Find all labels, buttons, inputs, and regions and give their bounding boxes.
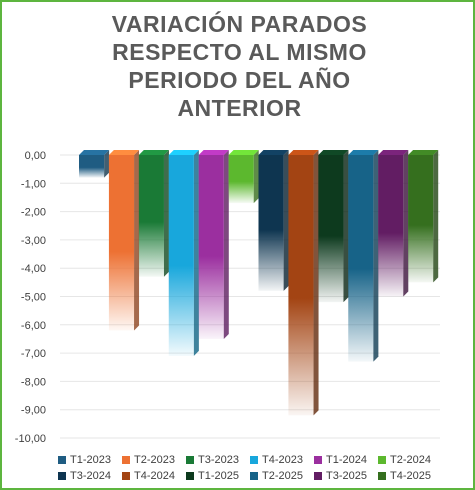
bar-top-T4-2024: [288, 150, 319, 155]
bar-top-T3-2023: [138, 150, 169, 155]
y-tick-label: -2,00: [21, 207, 46, 219]
legend-item: T1-2023: [58, 454, 122, 466]
y-tick-label: -6,00: [21, 320, 46, 332]
legend-label: T3-2023: [198, 454, 239, 466]
y-tick-label: -8,00: [21, 376, 46, 388]
legend-swatch: [122, 456, 130, 464]
bar-side-T2-2024: [253, 150, 259, 204]
legend-swatch: [314, 472, 322, 480]
bar-top-T2-2023: [108, 150, 140, 155]
legend-item: T3-2024: [58, 470, 122, 482]
legend-swatch: [58, 472, 66, 480]
bar-top-T1-2025: [318, 150, 349, 155]
bar-T4-2025: [408, 155, 434, 283]
y-tick-label: -9,00: [21, 405, 46, 417]
bar-top-T1-2023: [79, 150, 110, 155]
legend-swatch: [378, 472, 386, 480]
legend-swatch: [58, 456, 66, 464]
bar-T3-2024: [258, 155, 284, 291]
legend-item: T1-2025: [186, 470, 250, 482]
legend-label: T1-2024: [326, 454, 367, 466]
legend-label: T2-2025: [262, 470, 303, 482]
legend-label: T4-2025: [390, 470, 431, 482]
bar-top-T4-2025: [408, 150, 439, 155]
legend-label: T4-2024: [134, 470, 175, 482]
bars: [79, 150, 439, 416]
bar-T2-2024: [228, 155, 254, 204]
bar-top-T2-2025: [348, 150, 379, 155]
bar-side-T2-2023: [134, 150, 140, 331]
bar-T1-2024: [198, 155, 224, 339]
bar-side-T3-2025: [403, 150, 409, 297]
legend-label: T4-2023: [262, 454, 303, 466]
legend-swatch: [250, 472, 258, 480]
legend: T1-2023 T2-2023 T3-2023 T4-2023 T1-2024 T2-20…: [58, 452, 458, 484]
legend-item: T2-2023: [122, 454, 186, 466]
bar-side-T2-2025: [373, 150, 379, 362]
legend-label: T3-2025: [326, 470, 367, 482]
legend-label: T2-2024: [390, 454, 431, 466]
legend-swatch: [186, 472, 194, 480]
legend-label: T1-2025: [198, 470, 239, 482]
legend-swatch: [378, 456, 386, 464]
legend-row: T1-2023 T2-2023 T3-2023 T4-2023 T1-2024 T2-20…: [58, 452, 458, 468]
chart-title: VARIACIÓN PARADOS RESPECTO AL MISMO PERI…: [111, 11, 368, 121]
y-tick-label: -1,00: [21, 178, 46, 190]
bar-side-T3-2024: [283, 150, 289, 291]
legend-label: T1-2023: [70, 454, 111, 466]
bar-top-T4-2023: [168, 150, 199, 155]
bar-side-T4-2024: [313, 150, 319, 416]
bar-T1-2023: [79, 155, 105, 178]
y-tick-label: -5,00: [21, 292, 46, 304]
bar-side-T1-2024: [223, 150, 229, 339]
legend-item: T1-2024: [314, 454, 378, 466]
legend-swatch: [314, 456, 322, 464]
legend-label: T3-2024: [70, 470, 111, 482]
bar-side-T3-2023: [163, 150, 169, 277]
legend-item: T2-2025: [250, 470, 314, 482]
legend-item: T4-2024: [122, 470, 186, 482]
legend-swatch: [250, 456, 258, 464]
y-tick-label: -4,00: [21, 263, 46, 275]
bar-T4-2023: [168, 155, 194, 356]
bar-side-T4-2023: [193, 150, 199, 356]
legend-item: T3-2025: [314, 470, 378, 482]
bar-top-T3-2024: [258, 150, 289, 155]
y-tick-label: 0,00: [25, 150, 46, 162]
bar-T1-2025: [318, 155, 344, 303]
bar-side-T1-2023: [104, 150, 110, 178]
y-tick-label: -10,00: [15, 433, 46, 445]
legend-swatch: [122, 472, 130, 480]
legend-item: T4-2025: [378, 470, 442, 482]
y-tick-label: -7,00: [21, 348, 46, 360]
bar-top-T1-2024: [198, 150, 229, 155]
bar-T2-2023: [108, 155, 135, 331]
bar-T3-2025: [378, 155, 404, 297]
bar-top-T2-2024: [228, 150, 259, 155]
legend-item: T3-2023: [186, 454, 250, 466]
bar-side-T1-2025: [343, 150, 349, 303]
legend-label: T2-2023: [134, 454, 175, 466]
legend-swatch: [186, 456, 194, 464]
bar-top-T3-2025: [378, 150, 409, 155]
bar-T4-2024: [288, 155, 314, 416]
legend-item: T2-2024: [378, 454, 442, 466]
y-tick-label: -3,00: [21, 235, 46, 247]
legend-row: T3-2024 T4-2024 T1-2025 T2-2025 T3-2025 T4-20…: [58, 468, 458, 484]
legend-item: T4-2023: [250, 454, 314, 466]
bar-T2-2025: [348, 155, 374, 362]
y-axis-tick-labels: 0,00 -1,00 -2,00 -3,00 -4,00 -5,00 -6,00 -7,00 -…: [15, 150, 46, 445]
bar-side-T4-2025: [433, 150, 439, 283]
bar-T3-2023: [138, 155, 164, 277]
